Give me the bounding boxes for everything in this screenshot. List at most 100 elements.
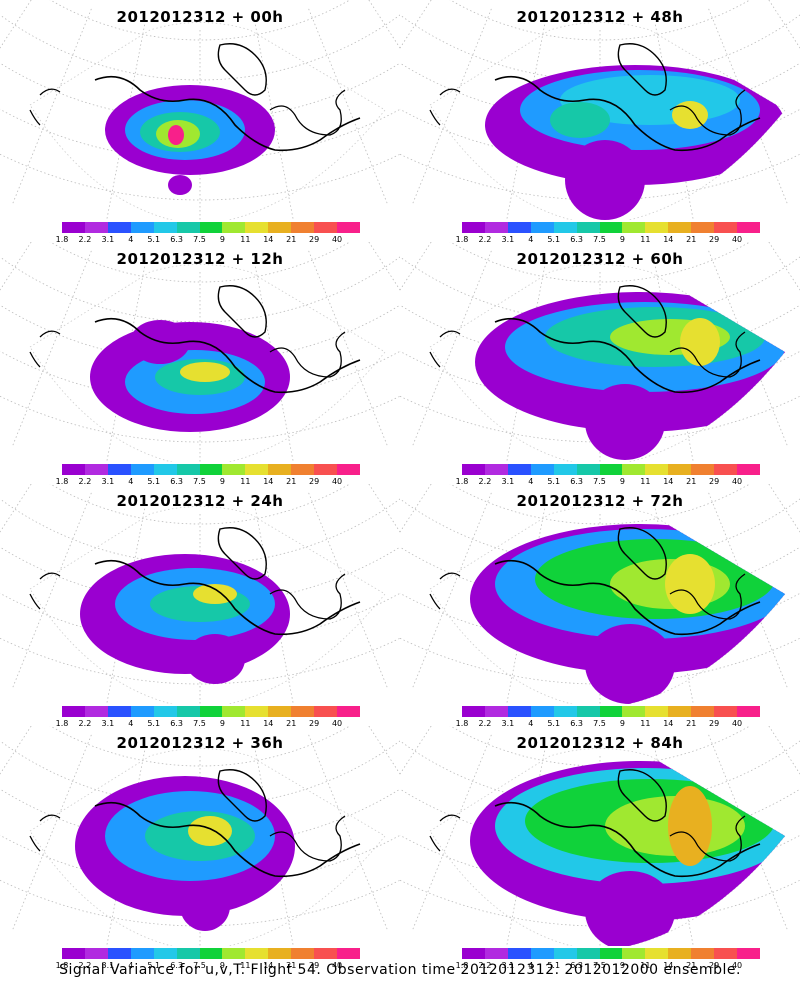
- variance-contour: [180, 362, 230, 382]
- colorbar-tick-label: 4: [528, 961, 534, 970]
- colorbar-tick-label: 1.8: [55, 961, 69, 970]
- colorbar-tick-label: 11: [640, 719, 651, 728]
- coastline: [94, 559, 361, 636]
- panel-title: 2012012312 + 00h: [116, 8, 284, 26]
- colorbar-tick-label: 14: [263, 719, 274, 728]
- colorbar-tick-label: 6.3: [570, 235, 583, 244]
- colorbar-swatch: [553, 948, 577, 959]
- meridian-line: [254, 24, 294, 220]
- colorbar-tick-label: 6.3: [570, 961, 583, 970]
- colorbar-swatch: [576, 948, 600, 959]
- colorbar-swatch: [668, 464, 692, 475]
- meridian-line: [12, 8, 92, 204]
- colorbar-swatch: [599, 706, 623, 717]
- variance-contour: [668, 786, 712, 866]
- colorbar-swatch: [222, 222, 246, 233]
- meridian-line: [368, 242, 400, 291]
- colorbar-tick-label: 3.1: [101, 235, 115, 244]
- colorbar-tick-label: 6.3: [170, 719, 183, 728]
- colorbar-swatch: [337, 464, 360, 475]
- aleutian-coastline: [29, 572, 61, 610]
- colorbar-swatch: [314, 464, 338, 475]
- variance-contour: [188, 816, 232, 846]
- colorbar-tick-label: 40: [331, 477, 343, 486]
- colorbar-tick-label: 2.2: [478, 235, 492, 244]
- colorbar-tick-label: 40: [331, 235, 343, 244]
- colorbar-swatch: [176, 464, 200, 475]
- colorbar-swatch: [484, 222, 508, 233]
- colorbar-tick-label: 3.1: [501, 477, 515, 486]
- meridian-line: [12, 492, 92, 688]
- colorbar-swatch: [462, 464, 485, 475]
- coastline: [494, 559, 761, 636]
- colorbar-swatch: [576, 222, 600, 233]
- panel-title: 2012012312 + 72h: [516, 492, 684, 510]
- colorbar-tick-label: 29: [309, 719, 320, 728]
- colorbar-tick-label: 29: [309, 235, 320, 244]
- meridian-line: [768, 726, 800, 775]
- colorbar-swatch: [153, 222, 177, 233]
- colorbar-tick-label: 40: [731, 477, 743, 486]
- variance-contour: [180, 881, 230, 931]
- colorbar-ticks: 1.8 2.2 3.1 4 5.1 6.3 7.5 9 11 14 21 29 40: [56, 235, 360, 247]
- colorbar-tick-label: 14: [663, 719, 674, 728]
- colorbar: [462, 222, 760, 233]
- colorbar-tick-label: 2.2: [78, 961, 92, 970]
- colorbar-ticks: 1.8 2.2 3.1 4 5.1 6.3 7.5 9 11 14 21 29 40: [456, 477, 760, 489]
- variance-map: [0, 726, 400, 946]
- meridian-line: [368, 484, 400, 533]
- colorbar-tick-label: 5.1: [547, 235, 561, 244]
- colorbar-tick-label: 6.3: [170, 477, 183, 486]
- map-panel-24h: 2012012312 + 24h 1.8 2.2 3.1 4 5.1 6.3 7.5 9 11 1…: [0, 484, 400, 732]
- variance-contour: [550, 102, 610, 138]
- colorbar-swatch: [599, 222, 623, 233]
- colorbar-swatch: [291, 464, 315, 475]
- greenland-coastline: [269, 331, 346, 378]
- aleutian-coastline: [29, 330, 61, 368]
- variance-contour: [168, 125, 184, 145]
- latitude-line: [0, 14, 400, 81]
- colorbar-tick-label: 9: [619, 961, 625, 970]
- colorbar-tick-label: 14: [263, 477, 274, 486]
- colorbar-swatch: [553, 706, 577, 717]
- colorbar-swatch: [268, 464, 292, 475]
- colorbar-swatch: [291, 222, 315, 233]
- colorbar-swatch: [691, 222, 715, 233]
- meridian-line: [0, 484, 32, 533]
- colorbar: [462, 706, 760, 717]
- panel-title: 2012012312 + 60h: [516, 250, 684, 268]
- map-panel-00h: 2012012312 + 00h 1.8 2.2 3.1 4 5.1 6.3 7.5 9 11 1…: [0, 0, 400, 248]
- meridian-line: [400, 242, 432, 291]
- colorbar-swatch: [576, 706, 600, 717]
- map-panel-60h: 2012012312 + 60h 1.8 2.2 3.1 4 5.1 6.3 7.5 9 11 1…: [400, 242, 800, 490]
- colorbar-tick-label: 29: [309, 477, 320, 486]
- colorbar-tick-label: 3.1: [501, 235, 515, 244]
- colorbar-swatch: [62, 948, 85, 959]
- aleutian-coastline: [429, 814, 461, 852]
- colorbar-tick-label: 11: [640, 961, 651, 970]
- colorbar-tick-label: 3.1: [501, 719, 515, 728]
- colorbar-swatch: [668, 948, 692, 959]
- panel-title: 2012012312 + 36h: [116, 734, 284, 752]
- colorbar-tick-label: 21: [286, 477, 297, 486]
- colorbar-tick-label: 1.8: [55, 719, 69, 728]
- colorbar-tick-label: 9: [219, 235, 225, 244]
- colorbar-tick-label: 7.5: [593, 235, 606, 244]
- colorbar-tick-label: 40: [731, 961, 743, 970]
- meridian-line: [768, 242, 800, 291]
- coastline: [94, 801, 361, 878]
- greenland-coastline: [669, 89, 746, 136]
- colorbar-tick-label: 11: [640, 477, 651, 486]
- colorbar-tick-label: 7.5: [193, 719, 206, 728]
- colorbar-tick-label: 21: [686, 719, 697, 728]
- colorbar-swatch: [599, 948, 623, 959]
- meridian-line: [768, 484, 800, 533]
- colorbar-tick-label: 4: [528, 477, 534, 486]
- colorbar-tick-label: 4: [128, 961, 134, 970]
- variance-map: [400, 0, 800, 220]
- colorbar-tick-label: 29: [709, 961, 720, 970]
- colorbar-tick-label: 21: [286, 719, 297, 728]
- colorbar-swatch: [199, 464, 223, 475]
- coastline: [94, 317, 361, 394]
- variance-map: [0, 0, 400, 220]
